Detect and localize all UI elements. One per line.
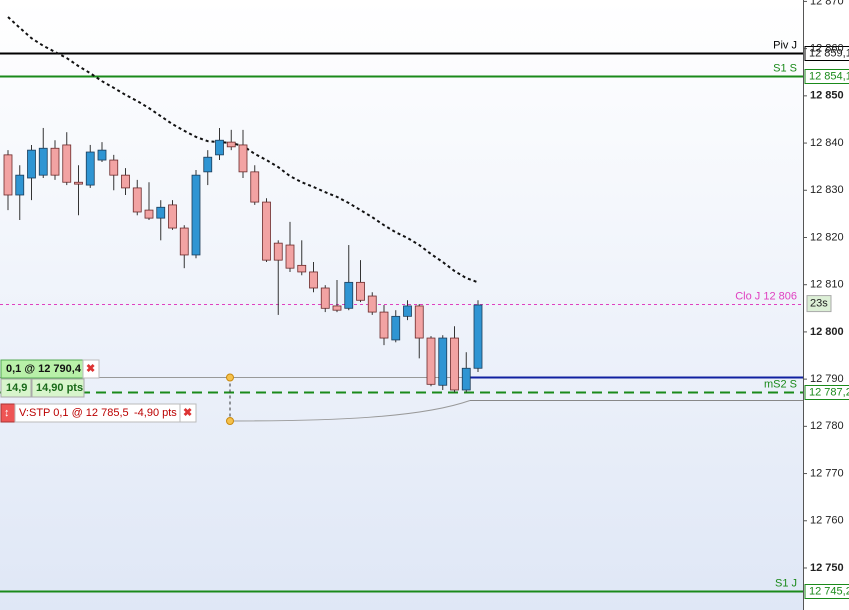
y-tick-label: 12 820 (810, 231, 844, 243)
candle-body (62, 144, 72, 183)
candle-body (15, 174, 25, 196)
candle-body (168, 204, 177, 229)
close-icon[interactable]: ✖ (183, 407, 192, 419)
candle-body (109, 159, 119, 176)
level-value-label: 12 854,1 (809, 70, 849, 82)
candle-body (203, 156, 213, 173)
level-label: mS2 S (764, 378, 797, 390)
candle-body (156, 206, 166, 219)
points-label: 14,9 (6, 382, 27, 394)
y-tick-label: 12 870 (810, 0, 844, 7)
candle-body (215, 139, 224, 156)
candle-body (309, 271, 318, 289)
candle-body (38, 147, 48, 176)
handle[interactable] (226, 373, 234, 382)
level-value-box (804, 46, 849, 61)
candle-body (50, 147, 60, 176)
level-value-label: 12 745,2 (809, 585, 849, 597)
timer-label: 23s (810, 297, 828, 309)
candle-body (450, 337, 459, 391)
stop-curve (229, 400, 471, 422)
stop-points-label: -4,90 pts (134, 407, 177, 419)
candle-body (121, 174, 130, 189)
candle-body (179, 227, 189, 256)
candle-body (403, 305, 412, 317)
y-tick-label: 12 800 (810, 326, 844, 338)
handle[interactable] (226, 417, 234, 425)
candle-body (262, 201, 271, 261)
close-icon[interactable]: ✖ (86, 363, 95, 375)
y-tick-label: 12 860 (810, 43, 844, 55)
points-pts-box (31, 378, 85, 398)
candle-body (250, 171, 260, 203)
close-button[interactable] (179, 403, 197, 423)
candle-body (27, 149, 36, 179)
candle-body (391, 315, 401, 341)
y-tick-label: 12 750 (810, 562, 844, 574)
candle-body (3, 154, 13, 196)
candle-body (461, 367, 471, 391)
level-label: S1 S (773, 62, 797, 74)
candle-body (367, 295, 377, 313)
level-value-label: 12 787,2 (809, 386, 849, 398)
candle-body (332, 305, 342, 311)
level-label: Piv J (773, 39, 797, 51)
y-tick-label: 12 790 (810, 373, 844, 385)
candle-body (74, 181, 83, 185)
level-value-box (804, 385, 849, 400)
candle-body (438, 337, 448, 386)
candle-body (297, 264, 307, 273)
candle-body (344, 281, 354, 309)
candle-body (97, 149, 107, 161)
points-box (0, 378, 32, 398)
level-value-label: 12 859,1 (809, 47, 849, 59)
candle-body (132, 187, 142, 213)
candle-body (191, 174, 201, 256)
candle-body (85, 151, 95, 186)
candle-body (379, 311, 389, 339)
candle-body (144, 209, 154, 219)
y-tick-label: 12 810 (810, 279, 844, 291)
candle-body (356, 281, 365, 301)
points-pts-label: 14,90 pts (36, 382, 83, 394)
candle-body (226, 141, 236, 148)
level-label: Clo J 12 806 (735, 290, 797, 302)
candle-body (320, 287, 330, 309)
y-tick-label: 12 780 (810, 420, 844, 432)
candle-body (238, 144, 248, 173)
candle-body (426, 337, 436, 385)
y-tick-label: 12 770 (810, 467, 844, 479)
y-tick-label: 12 840 (810, 137, 844, 149)
candle-body (285, 244, 295, 269)
candle-body (414, 305, 424, 339)
stop-label: V:STP 0,1 @ 12 785,5 (19, 407, 129, 419)
y-tick-label: 12 830 (810, 184, 844, 196)
timer-box (806, 295, 832, 313)
y-tick-label: 12 850 (810, 90, 844, 102)
candle-body (273, 242, 283, 261)
close-button[interactable] (82, 359, 100, 379)
stop-icon[interactable]: ↕ (4, 407, 10, 419)
entry-label: 0,1 @ 12 790,4 (6, 363, 82, 375)
level-value-box (804, 69, 849, 84)
level-label: S1 J (775, 577, 797, 589)
y-tick-label: 12 760 (810, 515, 844, 527)
candle-body (473, 304, 483, 369)
level-value-box (804, 584, 849, 599)
